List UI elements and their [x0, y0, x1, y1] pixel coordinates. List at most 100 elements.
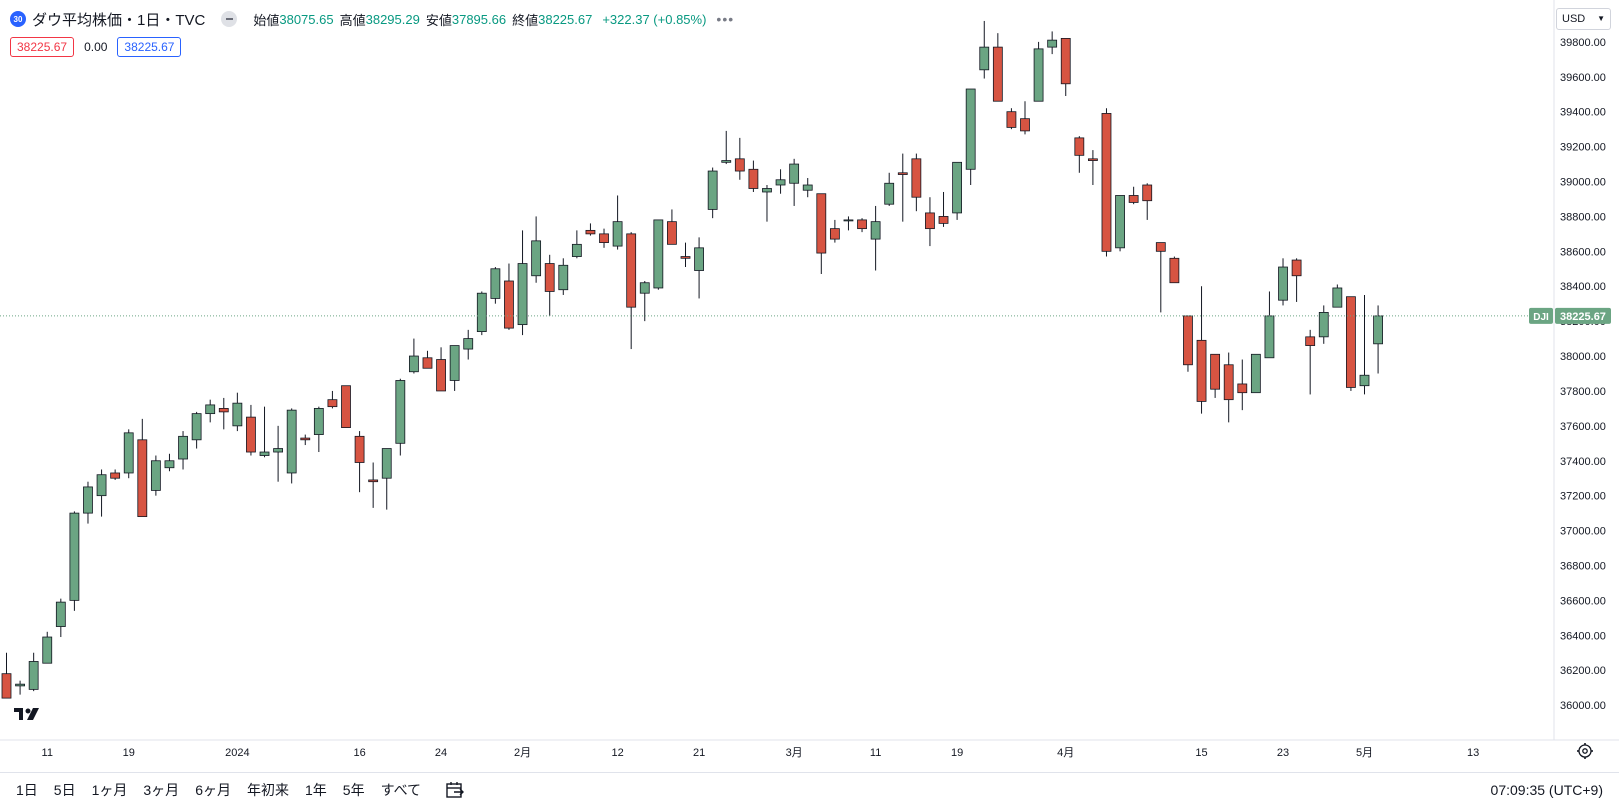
candle — [585, 223, 596, 236]
candle-body — [463, 338, 474, 350]
candle-body — [816, 193, 827, 254]
candle — [1332, 284, 1343, 308]
chart-background — [0, 0, 1619, 772]
time-tick-label: 15 — [1195, 747, 1207, 759]
candle — [544, 254, 555, 316]
candle — [368, 462, 379, 508]
candle — [69, 511, 80, 611]
price-axis[interactable]: 36000.00 36200.00 36400.00 36600.00 36800.00… — [1560, 37, 1606, 712]
symbol-badge: 30 — [10, 11, 26, 27]
time-tick-label: 12 — [611, 747, 623, 759]
candle — [1033, 41, 1044, 102]
time-tick-label: 3月 — [786, 747, 803, 759]
range-6m[interactable]: 6ヶ月 — [195, 782, 231, 798]
time-tick-label: 19 — [951, 747, 963, 759]
candle — [1346, 296, 1356, 391]
candle — [96, 469, 107, 517]
currency-select[interactable]: USD ▼ — [1556, 8, 1611, 30]
candle — [911, 153, 922, 212]
candle — [1142, 183, 1153, 220]
candle-body — [626, 233, 637, 308]
candle — [205, 399, 216, 423]
candlestick-chart[interactable]: 36000.00 36200.00 36400.00 36600.00 36800.00… — [0, 0, 1619, 772]
candle-body — [354, 435, 365, 463]
candle-body — [1210, 353, 1221, 390]
candle-body — [1169, 257, 1180, 284]
candle-body — [327, 399, 338, 408]
range-3m[interactable]: 3ヶ月 — [143, 782, 180, 798]
calendar-goto-icon[interactable] — [445, 780, 465, 800]
ticker-tag-label: DJI — [1533, 312, 1549, 323]
candle-body — [1250, 353, 1261, 394]
candle-body — [938, 216, 949, 224]
candle — [1, 652, 12, 699]
candle-body — [28, 661, 39, 690]
range-1y[interactable]: 1年 — [304, 782, 327, 798]
candle-body — [952, 161, 962, 214]
candle-body — [829, 228, 840, 240]
more-options-icon[interactable]: ••• — [716, 11, 735, 27]
candle-body — [1155, 242, 1166, 252]
range-1d[interactable]: 1日 — [16, 782, 38, 798]
candle — [667, 209, 677, 245]
minus-icon — [225, 18, 233, 20]
candle — [707, 167, 718, 219]
candle-body — [15, 683, 25, 687]
candle — [734, 137, 745, 180]
candle — [1318, 305, 1329, 344]
candle — [42, 631, 53, 664]
indicator-value-blue[interactable]: 38225.67 — [117, 37, 182, 57]
candle — [286, 408, 297, 484]
range-5y[interactable]: 5年 — [342, 782, 365, 798]
candle-body — [965, 88, 976, 170]
candle-body — [313, 407, 324, 435]
settings-icon[interactable] — [1576, 742, 1594, 760]
candle — [1196, 286, 1207, 414]
time-tick-label: 11 — [870, 747, 881, 759]
time-axis[interactable]: 11 19 2024 16 24 2月 12 21 3月 11 19 4月 15 23 5月 13 — [42, 747, 1480, 759]
candle-body — [992, 46, 1003, 102]
candle-body — [368, 479, 379, 483]
candle-body — [762, 188, 772, 193]
symbol-title[interactable]: ダウ平均株価・1日・TVC — [32, 11, 206, 29]
candle — [15, 680, 25, 695]
clock-timezone[interactable]: 07:09:35 (UTC+9) — [1490, 782, 1603, 798]
range-ytd[interactable]: 年初来 — [246, 782, 289, 798]
candle — [273, 425, 284, 482]
candle — [979, 20, 990, 79]
chevron-down-icon: ▼ — [1597, 14, 1605, 23]
candle-body — [571, 243, 582, 257]
candle-body — [178, 435, 188, 460]
candle-body — [476, 292, 487, 333]
time-tick-label: 2024 — [225, 747, 249, 759]
candle — [1155, 242, 1166, 313]
candle-body — [69, 512, 80, 601]
candle-body — [137, 439, 148, 518]
candle — [884, 172, 895, 206]
candle-body — [1020, 118, 1030, 132]
collapse-legend-button[interactable] — [221, 11, 238, 27]
candle-body — [381, 448, 392, 479]
candle — [191, 411, 202, 449]
candle-body — [1264, 315, 1275, 359]
candle — [395, 378, 406, 456]
candle-body — [925, 212, 935, 230]
candle — [680, 242, 691, 268]
time-tick-label: 24 — [435, 747, 447, 759]
candle-body — [1183, 315, 1193, 366]
time-tick-label: 19 — [123, 747, 135, 759]
range-all[interactable]: すべて — [380, 782, 422, 798]
time-tick-label: 4月 — [1057, 747, 1074, 759]
indicator-value-red[interactable]: 38225.67 — [10, 37, 75, 57]
candle-body — [599, 233, 609, 243]
candle-body — [1223, 364, 1234, 401]
candle-body — [694, 247, 704, 271]
tradingview-logo[interactable] — [14, 708, 39, 720]
candle-body — [1142, 184, 1153, 202]
candle — [802, 178, 813, 198]
price-tick-label: 37800.00 — [1560, 386, 1606, 398]
range-1m[interactable]: 1ヶ月 — [91, 782, 128, 798]
time-tick-label: 23 — [1277, 747, 1289, 759]
range-5d[interactable]: 5日 — [53, 782, 76, 798]
candle-body — [1346, 296, 1356, 388]
